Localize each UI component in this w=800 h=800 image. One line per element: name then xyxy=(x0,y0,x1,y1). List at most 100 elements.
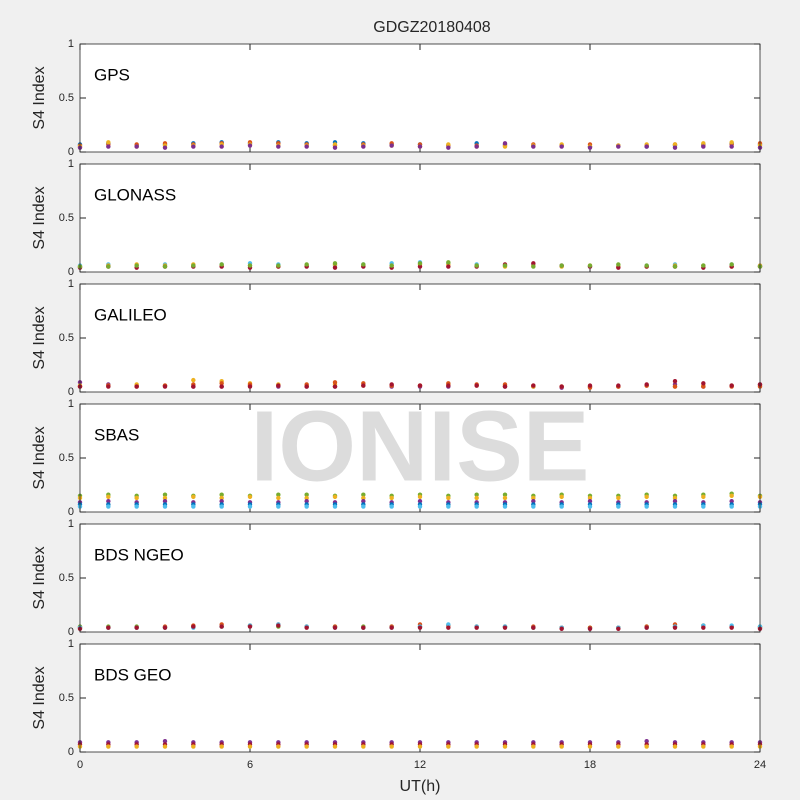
data-point xyxy=(304,492,309,497)
y-tick-label: 1 xyxy=(68,158,74,170)
x-tick-label: 12 xyxy=(414,759,426,771)
plot-area xyxy=(80,524,760,632)
data-point xyxy=(502,504,508,509)
data-point xyxy=(389,625,394,630)
data-point xyxy=(616,495,621,501)
data-point xyxy=(162,145,168,150)
data-point xyxy=(106,264,111,269)
data-point xyxy=(247,384,253,389)
panel-label: GALILEO xyxy=(94,305,167,324)
data-point xyxy=(474,625,479,630)
data-point xyxy=(332,145,338,150)
data-point xyxy=(417,494,423,500)
data-point xyxy=(162,744,168,749)
data-point xyxy=(729,504,734,509)
data-point xyxy=(559,144,564,149)
data-point xyxy=(162,499,168,504)
data-point xyxy=(191,624,196,629)
data-point xyxy=(616,504,621,509)
panel-label: BDS NGEO xyxy=(94,545,184,564)
data-point xyxy=(474,504,479,509)
y-tick-label: 0 xyxy=(68,506,74,518)
data-point xyxy=(332,744,338,749)
data-point xyxy=(559,744,564,749)
data-point xyxy=(417,144,423,149)
y-axis-label: S4 Index xyxy=(31,546,48,609)
data-point xyxy=(247,143,253,148)
data-point xyxy=(502,495,508,501)
data-point xyxy=(361,499,366,504)
data-point xyxy=(304,262,309,267)
data-point xyxy=(304,384,309,389)
data-point xyxy=(134,495,139,501)
data-point xyxy=(361,492,366,497)
data-point xyxy=(134,504,139,509)
data-point xyxy=(219,381,224,386)
data-point xyxy=(644,625,649,630)
data-point xyxy=(276,495,281,501)
plot-frame xyxy=(79,523,761,633)
panel-label: BDS GEO xyxy=(94,665,171,684)
data-point xyxy=(474,492,479,497)
data-point xyxy=(701,263,706,268)
data-point xyxy=(162,739,168,744)
data-point xyxy=(446,504,451,509)
data-point xyxy=(502,625,508,630)
data-point xyxy=(332,261,338,266)
data-point xyxy=(219,144,224,149)
data-point xyxy=(417,264,423,269)
data-point xyxy=(162,504,168,509)
y-tick-label: 1 xyxy=(68,638,74,650)
data-point xyxy=(644,494,649,500)
data-point xyxy=(219,262,224,267)
data-point xyxy=(616,383,621,388)
data-point xyxy=(531,504,536,509)
x-tick-label: 18 xyxy=(584,759,596,771)
data-point xyxy=(502,141,508,146)
data-point xyxy=(559,626,564,631)
data-point xyxy=(304,144,309,149)
data-point xyxy=(672,379,678,384)
data-point xyxy=(701,504,706,509)
data-point xyxy=(531,383,536,388)
data-point xyxy=(587,499,593,504)
data-point xyxy=(106,140,111,145)
data-point xyxy=(446,744,451,749)
data-point xyxy=(446,264,451,269)
data-point xyxy=(616,265,621,270)
data-point xyxy=(531,744,536,749)
data-point xyxy=(502,492,508,497)
plot-frame xyxy=(79,283,761,393)
data-point xyxy=(276,623,281,628)
panel-label: SBAS xyxy=(94,425,139,444)
data-point xyxy=(587,263,593,268)
y-tick-label: 0.5 xyxy=(59,92,74,104)
data-point xyxy=(474,383,479,388)
data-point xyxy=(446,622,451,627)
data-point xyxy=(247,504,253,509)
data-point xyxy=(219,504,224,509)
data-point xyxy=(162,264,168,269)
data-point xyxy=(219,744,224,749)
x-tick-label: 24 xyxy=(754,759,766,771)
y-tick-label: 0.5 xyxy=(59,452,74,464)
data-point xyxy=(644,382,649,387)
data-point xyxy=(276,492,281,497)
data-point xyxy=(191,504,196,509)
data-point xyxy=(531,261,536,266)
data-point xyxy=(616,262,621,267)
y-axis-label: S4 Index xyxy=(31,306,48,369)
data-point xyxy=(106,504,111,509)
data-point xyxy=(219,624,224,629)
data-point xyxy=(304,504,309,509)
data-point xyxy=(701,381,706,386)
y-tick-label: 0 xyxy=(68,386,74,398)
data-point xyxy=(417,625,423,630)
data-point xyxy=(191,144,196,149)
data-point xyxy=(162,625,168,630)
data-point xyxy=(162,492,168,497)
data-point xyxy=(219,384,224,389)
plot-area xyxy=(80,284,760,392)
y-tick-label: 0 xyxy=(68,746,74,758)
